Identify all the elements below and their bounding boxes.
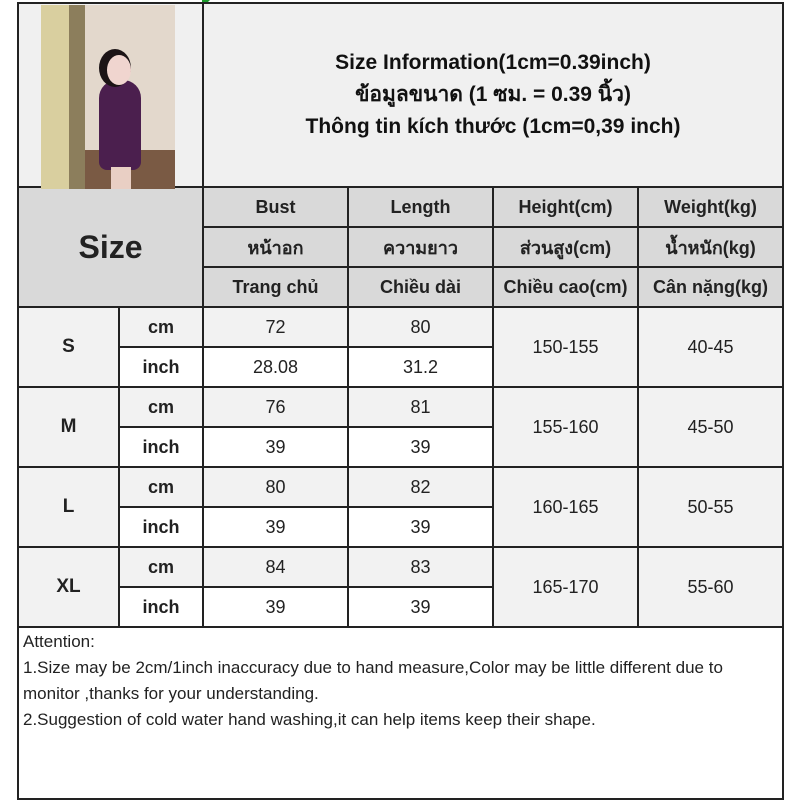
unit-cm: cm <box>118 466 204 508</box>
height-range: 150-155 <box>492 306 639 388</box>
table-row: S cm 72 80 150-155 40-45 <box>17 306 785 388</box>
table-row: inch 28.08 31.2 <box>18 346 783 388</box>
unit-inch: inch <box>118 426 204 468</box>
attention-heading: Attention: <box>23 632 95 651</box>
length-inch: 39 <box>347 426 494 468</box>
table-row: XL cm 84 83 165-170 55-60 <box>17 546 785 628</box>
col-height-en: Height(cm) <box>492 186 639 228</box>
attention-item: 2.Suggestion of cold water hand washing,… <box>23 710 596 729</box>
unit-inch: inch <box>118 506 204 548</box>
table-row: inch 39 39 <box>18 426 783 468</box>
weight-range: 50-55 <box>636 466 785 548</box>
col-height-th: ส่วนสูง(cm) <box>492 226 639 268</box>
height-range: 155-160 <box>492 386 639 468</box>
bust-inch: 28.08 <box>202 346 349 388</box>
weight-range: 55-60 <box>636 546 785 628</box>
attention-item: 1.Size may be 2cm/1inch inaccuracy due t… <box>23 658 723 703</box>
col-weight-vi: Cân nặng(kg) <box>636 266 785 308</box>
col-length-vi: Chiều dài <box>347 266 494 308</box>
size-xl: XL <box>17 546 120 628</box>
size-chart: Size Information(1cm=0.39inch) ข้อมูลขนา… <box>16 2 785 800</box>
length-inch: 39 <box>347 506 494 548</box>
bust-cm: 76 <box>202 386 349 428</box>
bust-inch: 39 <box>202 586 349 628</box>
bust-cm: 84 <box>202 546 349 588</box>
col-bust-vi: Trang chủ <box>202 266 349 308</box>
unit-inch: inch <box>118 586 204 628</box>
col-length-en: Length <box>347 186 494 228</box>
unit-inch: inch <box>118 346 204 388</box>
weight-range: 40-45 <box>636 306 785 388</box>
title-th: ข้อมูลขนาด (1 ซม. = 0.39 นิ้ว) <box>355 83 631 106</box>
bust-inch: 39 <box>202 506 349 548</box>
table-row: L cm 80 82 160-165 50-55 <box>17 466 785 548</box>
product-photo <box>41 5 175 189</box>
length-cm: 82 <box>347 466 494 508</box>
title-vi: Thông tin kích thước (1cm=0,39 inch) <box>305 115 681 138</box>
height-range: 165-170 <box>492 546 639 628</box>
attention-notes: Attention: 1.Size may be 2cm/1inch inacc… <box>16 626 785 800</box>
unit-cm: cm <box>118 386 204 428</box>
size-s: S <box>17 306 120 388</box>
product-photo-cell <box>17 2 204 189</box>
length-inch: 31.2 <box>347 346 494 388</box>
size-m: M <box>17 386 120 468</box>
weight-range: 45-50 <box>636 386 785 468</box>
height-range: 160-165 <box>492 466 639 548</box>
col-length-th: ความยาว <box>347 226 494 268</box>
length-cm: 83 <box>347 546 494 588</box>
bust-inch: 39 <box>202 426 349 468</box>
size-header: Size <box>17 186 204 308</box>
col-bust-en: Bust <box>202 186 349 228</box>
title-cell: Size Information(1cm=0.39inch) ข้อมูลขนา… <box>201 2 785 188</box>
bust-cm: 72 <box>202 306 349 348</box>
size-l: L <box>17 466 120 548</box>
title-en: Size Information(1cm=0.39inch) <box>335 51 651 74</box>
col-height-vi: Chiều cao(cm) <box>492 266 639 308</box>
length-cm: 80 <box>347 306 494 348</box>
bust-cm: 80 <box>202 466 349 508</box>
col-weight-en: Weight(kg) <box>636 186 785 228</box>
col-bust-th: หน้าอก <box>202 226 349 268</box>
length-inch: 39 <box>347 586 494 628</box>
col-weight-th: น้ำหนัก(kg) <box>636 226 785 268</box>
table-row: inch 39 39 <box>18 506 783 548</box>
table-row: inch 39 39 <box>18 586 783 628</box>
unit-cm: cm <box>118 546 204 588</box>
unit-cm: cm <box>118 306 204 348</box>
table-row: M cm 76 81 155-160 45-50 <box>17 386 785 468</box>
length-cm: 81 <box>347 386 494 428</box>
